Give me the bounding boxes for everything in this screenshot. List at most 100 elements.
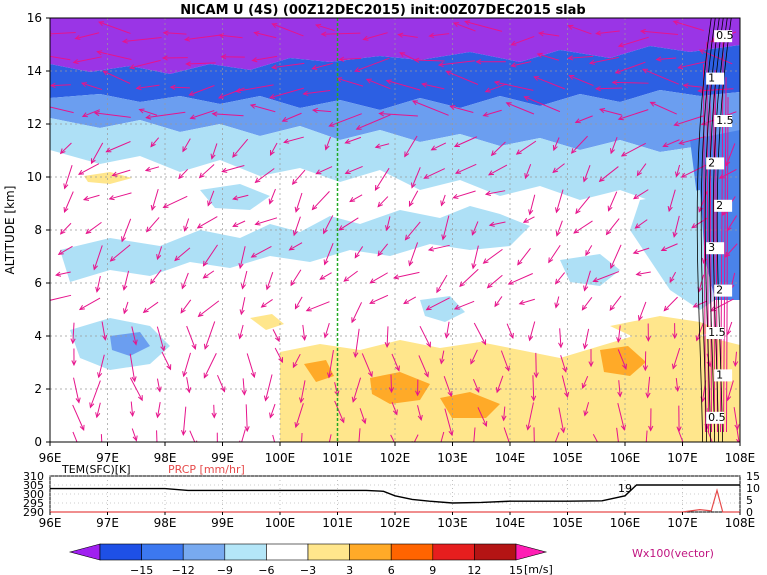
wind-vector — [431, 142, 447, 151]
wind-vector — [269, 87, 304, 99]
wind-vector — [516, 140, 537, 155]
wind-vector — [556, 220, 563, 236]
wind-vector-head — [79, 424, 85, 431]
wind-vector-head — [180, 307, 186, 314]
wind-vector — [645, 430, 648, 442]
wind-vector — [292, 353, 301, 368]
wind-vector — [232, 220, 246, 227]
wind-vector-head — [475, 59, 482, 65]
wind-vector-head — [269, 149, 275, 157]
wind-vector — [72, 404, 85, 431]
wind-vector-head — [410, 182, 416, 189]
wind-vector-head — [89, 402, 95, 409]
contour-label-text: 1.5 — [708, 326, 726, 339]
wind-vector — [56, 271, 71, 276]
wind-vector — [129, 59, 161, 69]
y-tick-label: 10 — [27, 170, 42, 184]
temp-tick-label: 310 — [23, 470, 44, 483]
wind-vector — [178, 168, 189, 179]
wind-vector-head — [537, 31, 545, 37]
wind-vector — [189, 85, 215, 96]
wind-vector — [638, 301, 647, 321]
wind-vector-head — [323, 228, 328, 235]
wind-vector-head — [95, 412, 101, 419]
wind-vector — [727, 380, 734, 401]
wind-vector — [181, 272, 189, 289]
wind-vector-head — [642, 365, 649, 372]
contour-label: 2 — [714, 284, 733, 297]
wind-vector — [190, 110, 215, 119]
wind-vector — [596, 30, 620, 35]
wind-vector — [354, 246, 364, 258]
wind-vector-head — [161, 55, 168, 61]
wind-vector-head — [436, 287, 442, 294]
wind-vector-head — [138, 108, 145, 114]
wind-vector-head — [217, 93, 225, 99]
wind-vector-head — [72, 58, 79, 65]
wind-vector — [583, 165, 591, 182]
surface-x-tick-label: 107E — [667, 516, 698, 530]
prcp-tick-label: 10 — [746, 482, 760, 495]
wind-vector — [464, 21, 503, 32]
wind-vector — [272, 434, 276, 442]
wind-vector — [391, 402, 398, 415]
wind-vector — [150, 137, 160, 147]
x-tick-label: 97E — [96, 451, 119, 465]
wind-vector — [592, 434, 599, 442]
wind-vector-head — [672, 231, 678, 238]
wind-vector — [112, 169, 131, 176]
surface-x-tick-label: 105E — [552, 516, 583, 530]
wind-vector-head — [588, 59, 595, 65]
wind-vector-head — [220, 54, 227, 60]
wind-vector-head — [186, 387, 192, 394]
wind-vector — [436, 274, 448, 293]
wind-vector — [339, 57, 362, 61]
wind-vector-head — [338, 225, 345, 231]
wind-vector — [610, 244, 622, 269]
wind-vector — [609, 295, 622, 311]
wind-vector-head — [725, 160, 731, 167]
colorbar-tick-label: 15 — [509, 564, 523, 575]
patch-mb-1 — [110, 332, 150, 356]
wind-vector-head — [423, 173, 430, 179]
wind-vector — [696, 322, 704, 341]
wind-vector-head — [552, 144, 558, 152]
wind-vector-head — [122, 284, 128, 291]
wind-vector-head — [581, 304, 587, 311]
wind-vector — [548, 244, 561, 263]
wind-vector-head — [385, 79, 392, 85]
wind-vector — [496, 375, 504, 393]
wind-vector — [255, 217, 278, 225]
wind-vector — [306, 301, 330, 312]
wind-vector — [345, 136, 362, 144]
wind-vector-head — [674, 171, 681, 178]
wind-vector-head — [75, 397, 81, 404]
wind-vector-head — [145, 114, 152, 120]
wind-vector-head — [221, 167, 228, 173]
wind-vector-head — [510, 62, 517, 68]
wind-vector-head — [452, 22, 460, 28]
wind-vector — [97, 51, 132, 61]
wind-vector — [445, 321, 450, 338]
wind-vector — [143, 301, 159, 313]
temp-tick-label: 290 — [23, 506, 44, 519]
wind-vector — [284, 136, 304, 143]
wind-vector-head — [290, 280, 296, 287]
contour-label: 3 — [706, 241, 725, 255]
wind-vector — [204, 321, 216, 349]
wind-vector — [185, 34, 220, 41]
wind-vector — [414, 59, 445, 62]
wind-vector-head — [132, 339, 138, 346]
wind-vector-head — [583, 410, 589, 417]
wind-vector — [726, 215, 738, 231]
wind-vector — [292, 169, 306, 185]
wind-vector-head — [369, 299, 376, 304]
series-label-prcp: PRCP [mm/hr] — [168, 463, 245, 476]
wind-vector-head — [323, 332, 329, 339]
contour-label-text: 0.5 — [716, 29, 734, 42]
wind-vector — [98, 354, 105, 378]
wind-vector — [377, 196, 389, 207]
wind-vector-head — [184, 36, 191, 42]
wind-vector-head — [481, 339, 487, 346]
wind-vector-head — [415, 390, 421, 397]
